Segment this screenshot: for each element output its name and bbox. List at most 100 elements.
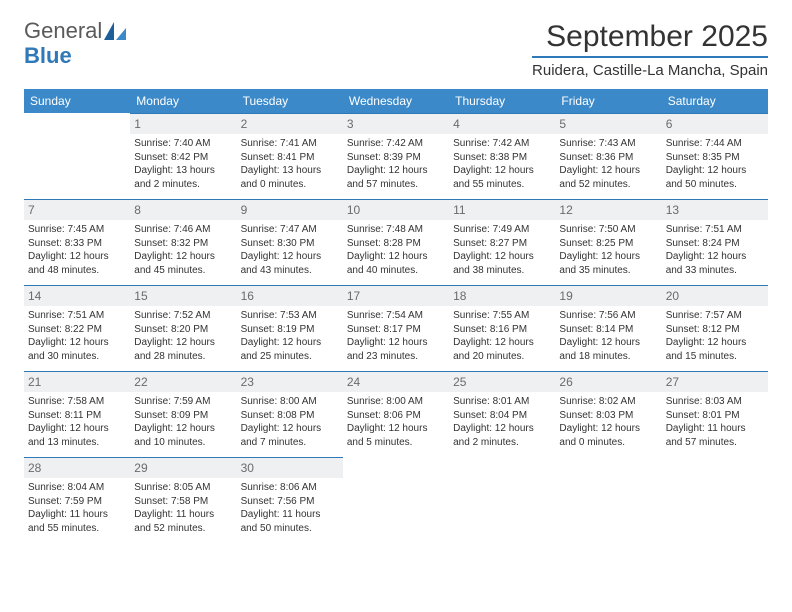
daylight-text: Daylight: 12 hours and 13 minutes. bbox=[28, 422, 126, 449]
day-number: 21 bbox=[24, 371, 130, 392]
day-number: 5 bbox=[555, 113, 661, 134]
sunset-text: Sunset: 8:01 PM bbox=[666, 409, 764, 423]
calendar-day-cell: 7Sunrise: 7:45 AMSunset: 8:33 PMDaylight… bbox=[24, 199, 130, 285]
daylight-text: Daylight: 12 hours and 50 minutes. bbox=[666, 164, 764, 191]
day-number: 20 bbox=[662, 285, 768, 306]
sunset-text: Sunset: 7:59 PM bbox=[28, 495, 126, 509]
calendar-day-cell: 10Sunrise: 7:48 AMSunset: 8:28 PMDayligh… bbox=[343, 199, 449, 285]
sunrise-text: Sunrise: 8:01 AM bbox=[453, 395, 551, 409]
sunrise-text: Sunrise: 7:58 AM bbox=[28, 395, 126, 409]
calendar-week-row: 14Sunrise: 7:51 AMSunset: 8:22 PMDayligh… bbox=[24, 285, 768, 371]
sunrise-text: Sunrise: 7:44 AM bbox=[666, 137, 764, 151]
calendar-day-cell: 25Sunrise: 8:01 AMSunset: 8:04 PMDayligh… bbox=[449, 371, 555, 457]
calendar-day-cell bbox=[343, 457, 449, 543]
sunset-text: Sunset: 8:32 PM bbox=[134, 237, 232, 251]
weekday-header: Monday bbox=[130, 89, 236, 113]
sunrise-text: Sunrise: 7:45 AM bbox=[28, 223, 126, 237]
daylight-text: Daylight: 12 hours and 38 minutes. bbox=[453, 250, 551, 277]
day-number: 9 bbox=[237, 199, 343, 220]
weekday-header: Thursday bbox=[449, 89, 555, 113]
calendar-day-cell: 6Sunrise: 7:44 AMSunset: 8:35 PMDaylight… bbox=[662, 113, 768, 199]
weekday-header: Wednesday bbox=[343, 89, 449, 113]
daylight-text: Daylight: 12 hours and 35 minutes. bbox=[559, 250, 657, 277]
calendar-day-cell: 26Sunrise: 8:02 AMSunset: 8:03 PMDayligh… bbox=[555, 371, 661, 457]
calendar-week-row: 21Sunrise: 7:58 AMSunset: 8:11 PMDayligh… bbox=[24, 371, 768, 457]
sunset-text: Sunset: 8:24 PM bbox=[666, 237, 764, 251]
calendar-day-cell: 20Sunrise: 7:57 AMSunset: 8:12 PMDayligh… bbox=[662, 285, 768, 371]
daylight-text: Daylight: 12 hours and 33 minutes. bbox=[666, 250, 764, 277]
day-number: 12 bbox=[555, 199, 661, 220]
sunset-text: Sunset: 8:36 PM bbox=[559, 151, 657, 165]
daylight-text: Daylight: 11 hours and 57 minutes. bbox=[666, 422, 764, 449]
weekday-header: Friday bbox=[555, 89, 661, 113]
sunset-text: Sunset: 8:39 PM bbox=[347, 151, 445, 165]
sunset-text: Sunset: 8:14 PM bbox=[559, 323, 657, 337]
day-number: 19 bbox=[555, 285, 661, 306]
daylight-text: Daylight: 12 hours and 28 minutes. bbox=[134, 336, 232, 363]
sunset-text: Sunset: 8:11 PM bbox=[28, 409, 126, 423]
calendar-week-row: 7Sunrise: 7:45 AMSunset: 8:33 PMDaylight… bbox=[24, 199, 768, 285]
sunset-text: Sunset: 8:17 PM bbox=[347, 323, 445, 337]
sunrise-text: Sunrise: 7:47 AM bbox=[241, 223, 339, 237]
sunrise-text: Sunrise: 7:46 AM bbox=[134, 223, 232, 237]
day-number: 11 bbox=[449, 199, 555, 220]
daylight-text: Daylight: 12 hours and 15 minutes. bbox=[666, 336, 764, 363]
logo-text-general: General bbox=[24, 18, 102, 43]
calendar-day-cell: 27Sunrise: 8:03 AMSunset: 8:01 PMDayligh… bbox=[662, 371, 768, 457]
sunrise-text: Sunrise: 7:53 AM bbox=[241, 309, 339, 323]
day-number: 18 bbox=[449, 285, 555, 306]
calendar-day-cell: 18Sunrise: 7:55 AMSunset: 8:16 PMDayligh… bbox=[449, 285, 555, 371]
day-number: 6 bbox=[662, 113, 768, 134]
calendar-day-cell: 29Sunrise: 8:05 AMSunset: 7:58 PMDayligh… bbox=[130, 457, 236, 543]
sunrise-text: Sunrise: 7:52 AM bbox=[134, 309, 232, 323]
sunrise-text: Sunrise: 7:41 AM bbox=[241, 137, 339, 151]
day-number: 24 bbox=[343, 371, 449, 392]
daylight-text: Daylight: 12 hours and 5 minutes. bbox=[347, 422, 445, 449]
day-number: 2 bbox=[237, 113, 343, 134]
sunrise-text: Sunrise: 8:06 AM bbox=[241, 481, 339, 495]
daylight-text: Daylight: 12 hours and 25 minutes. bbox=[241, 336, 339, 363]
day-number: 29 bbox=[130, 457, 236, 478]
header: General Blue September 2025 Ruidera, Cas… bbox=[24, 20, 768, 79]
daylight-text: Daylight: 12 hours and 40 minutes. bbox=[347, 250, 445, 277]
daylight-text: Daylight: 11 hours and 52 minutes. bbox=[134, 508, 232, 535]
sunset-text: Sunset: 8:06 PM bbox=[347, 409, 445, 423]
daylight-text: Daylight: 12 hours and 23 minutes. bbox=[347, 336, 445, 363]
daylight-text: Daylight: 12 hours and 43 minutes. bbox=[241, 250, 339, 277]
sunrise-text: Sunrise: 7:40 AM bbox=[134, 137, 232, 151]
daylight-text: Daylight: 11 hours and 50 minutes. bbox=[241, 508, 339, 535]
calendar-day-cell: 28Sunrise: 8:04 AMSunset: 7:59 PMDayligh… bbox=[24, 457, 130, 543]
sunset-text: Sunset: 8:27 PM bbox=[453, 237, 551, 251]
sunset-text: Sunset: 8:08 PM bbox=[241, 409, 339, 423]
calendar-day-cell: 14Sunrise: 7:51 AMSunset: 8:22 PMDayligh… bbox=[24, 285, 130, 371]
sunrise-text: Sunrise: 7:48 AM bbox=[347, 223, 445, 237]
day-number: 27 bbox=[662, 371, 768, 392]
title-block: September 2025 Ruidera, Castille-La Manc… bbox=[532, 20, 768, 79]
calendar-day-cell: 5Sunrise: 7:43 AMSunset: 8:36 PMDaylight… bbox=[555, 113, 661, 199]
sunrise-text: Sunrise: 8:02 AM bbox=[559, 395, 657, 409]
calendar-day-cell: 9Sunrise: 7:47 AMSunset: 8:30 PMDaylight… bbox=[237, 199, 343, 285]
calendar-day-cell: 19Sunrise: 7:56 AMSunset: 8:14 PMDayligh… bbox=[555, 285, 661, 371]
sunset-text: Sunset: 8:12 PM bbox=[666, 323, 764, 337]
sunrise-text: Sunrise: 7:55 AM bbox=[453, 309, 551, 323]
day-number: 30 bbox=[237, 457, 343, 478]
day-number: 22 bbox=[130, 371, 236, 392]
day-number: 4 bbox=[449, 113, 555, 134]
weekday-header: Saturday bbox=[662, 89, 768, 113]
daylight-text: Daylight: 12 hours and 7 minutes. bbox=[241, 422, 339, 449]
day-number: 10 bbox=[343, 199, 449, 220]
day-number: 13 bbox=[662, 199, 768, 220]
daylight-text: Daylight: 12 hours and 57 minutes. bbox=[347, 164, 445, 191]
daylight-text: Daylight: 12 hours and 30 minutes. bbox=[28, 336, 126, 363]
sunrise-text: Sunrise: 8:00 AM bbox=[241, 395, 339, 409]
sunset-text: Sunset: 7:56 PM bbox=[241, 495, 339, 509]
daylight-text: Daylight: 12 hours and 45 minutes. bbox=[134, 250, 232, 277]
calendar-day-cell: 16Sunrise: 7:53 AMSunset: 8:19 PMDayligh… bbox=[237, 285, 343, 371]
calendar-day-cell: 3Sunrise: 7:42 AMSunset: 8:39 PMDaylight… bbox=[343, 113, 449, 199]
sunset-text: Sunset: 8:19 PM bbox=[241, 323, 339, 337]
sunrise-text: Sunrise: 7:49 AM bbox=[453, 223, 551, 237]
daylight-text: Daylight: 12 hours and 18 minutes. bbox=[559, 336, 657, 363]
sunset-text: Sunset: 8:04 PM bbox=[453, 409, 551, 423]
day-number: 7 bbox=[24, 199, 130, 220]
calendar-day-cell: 21 Sunrise: 7:58 AMSunset: 8:11 PMDayligh… bbox=[24, 371, 130, 457]
